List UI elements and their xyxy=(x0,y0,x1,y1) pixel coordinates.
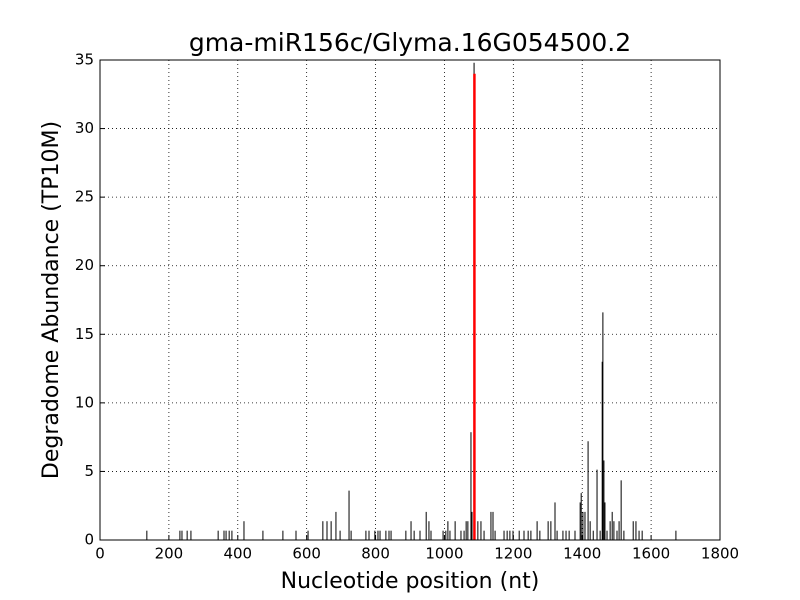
y-tick-label: 5 xyxy=(84,462,94,480)
x-tick-label: 400 xyxy=(223,545,252,563)
y-tick-label: 15 xyxy=(75,325,94,343)
plot-frame xyxy=(99,59,721,541)
x-tick-label: 800 xyxy=(361,545,390,563)
x-tick-label: 600 xyxy=(292,545,321,563)
x-tick-label: 0 xyxy=(95,545,105,563)
y-axis-label: Degradome Abundance (TP10M) xyxy=(39,121,64,479)
x-tick-label: 1200 xyxy=(494,545,532,563)
ticks: 0 200 400 600 800 1000 1200 1400 1600 1800 0 5 10 15 2… xyxy=(75,51,739,563)
x-axis-label: Nucleotide position (nt) xyxy=(281,569,540,594)
x-tick-label: 200 xyxy=(155,545,184,563)
x-tick-label: 1800 xyxy=(701,545,739,563)
y-tick-label: 0 xyxy=(84,531,94,549)
x-tick-label: 1600 xyxy=(632,545,670,563)
y-tick-label: 30 xyxy=(75,119,94,137)
y-tick-label: 20 xyxy=(75,256,94,274)
y-tick-label: 25 xyxy=(75,188,94,206)
y-tick-label: 35 xyxy=(75,51,94,69)
x-tick-label: 1000 xyxy=(425,545,463,563)
plot-marks xyxy=(146,62,677,540)
x-tick-label: 1400 xyxy=(563,545,601,563)
y-tick-label: 10 xyxy=(75,393,94,411)
chart-title: gma-miR156c/Glyma.16G054500.2 xyxy=(189,28,631,57)
